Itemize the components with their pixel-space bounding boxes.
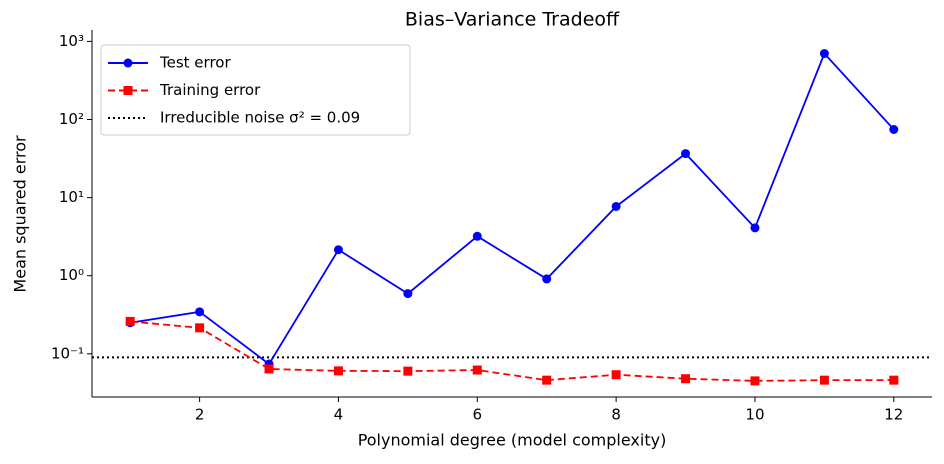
marker [542,274,552,284]
y-tick-label: 10⁻¹ [51,344,84,362]
x-tick-label: 6 [473,406,483,424]
marker [819,49,829,59]
x-tick-label: 10 [745,406,764,424]
series-line [130,51,895,366]
legend-marker [123,86,133,95]
series-line [130,320,894,382]
marker [195,323,205,333]
marker [681,149,691,159]
marker [611,201,621,211]
legend-label: Irreducible noise σ² = 0.09 [160,109,360,127]
marker [889,375,899,385]
marker [403,366,413,376]
y-tick-label: 10⁰ [59,266,84,284]
legend-box [100,44,411,136]
chart-title: Bias–Variance Tradeoff [405,9,620,31]
legend: Test error Training error Irreducible nois… [100,44,411,136]
legend-label: Test error [159,54,231,72]
y-tick-label: 10¹ [59,188,84,206]
marker [681,374,691,384]
x-axis-label: Polynomial degree (model complexity) [358,431,667,450]
marker [403,289,413,299]
marker [542,375,552,385]
legend-label: Training error [159,81,261,99]
marker [611,370,621,380]
marker [264,364,274,374]
y-tick-label: 10² [59,110,84,128]
marker [889,125,899,135]
marker [750,223,760,233]
x-tick-label: 2 [195,406,205,424]
y-axis-label: Mean squared error [11,135,30,293]
marker [472,231,482,241]
x-tick-label: 8 [611,406,621,424]
marker [472,365,482,375]
y-tick-label: 10³ [59,32,84,50]
x-tick-label: 12 [884,406,903,424]
marker [195,307,205,317]
marker [819,375,829,385]
legend-marker [123,58,133,68]
marker [750,376,760,386]
marker [333,366,343,376]
x-tick-label: 4 [334,406,344,424]
marker [333,245,343,255]
marker [125,316,135,326]
